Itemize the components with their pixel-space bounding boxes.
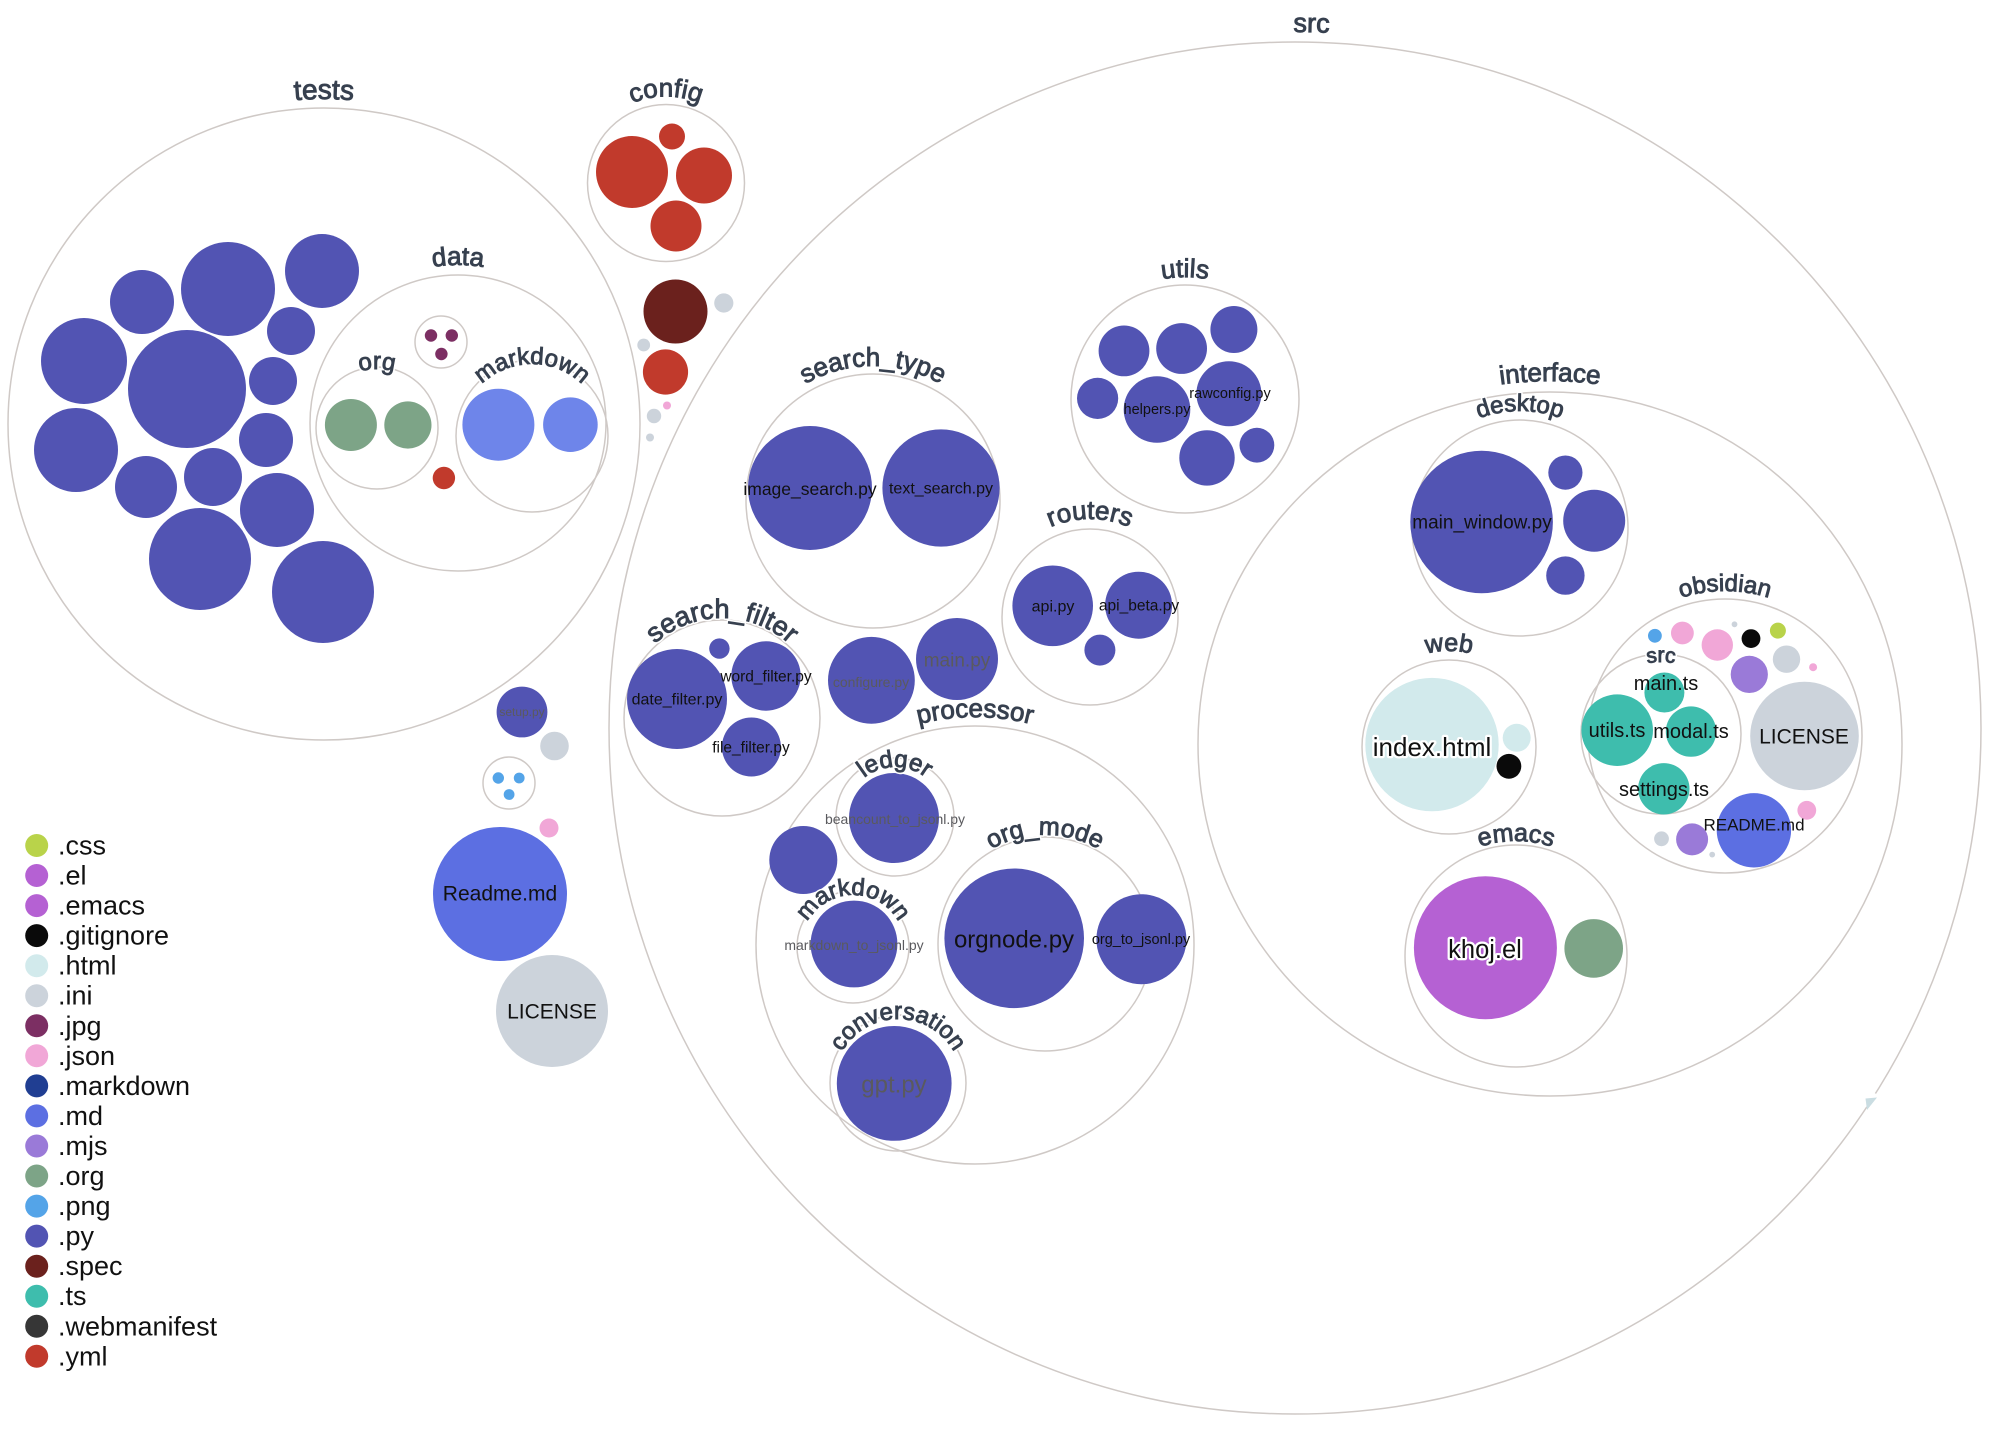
svg-text:api_beta.py: api_beta.py xyxy=(1099,598,1179,615)
svg-text:khoj.el: khoj.el xyxy=(1448,936,1522,964)
svg-text:org: org xyxy=(356,348,398,377)
svg-text:date_filter.py: date_filter.py xyxy=(632,692,723,709)
svg-text:word_filter.py: word_filter.py xyxy=(719,669,812,686)
svg-text:utils: utils xyxy=(1159,253,1211,285)
svg-text:.ts: .ts xyxy=(58,1281,87,1311)
svg-text:README.md: README.md xyxy=(1703,816,1804,835)
svg-text:.png: .png xyxy=(58,1191,111,1221)
svg-text:.spec: .spec xyxy=(58,1251,123,1281)
svg-text:data: data xyxy=(430,241,486,273)
svg-text:index.html: index.html xyxy=(1373,732,1492,762)
svg-text:modal.ts: modal.ts xyxy=(1653,721,1729,743)
svg-text:.markdown: .markdown xyxy=(58,1071,190,1101)
svg-text:LICENSE: LICENSE xyxy=(1759,726,1849,749)
svg-text:tests: tests xyxy=(293,74,356,106)
svg-text:.css: .css xyxy=(58,831,106,861)
svg-text:web: web xyxy=(1422,629,1475,660)
svg-text:.json: .json xyxy=(58,1041,115,1071)
svg-text:src: src xyxy=(1293,8,1330,39)
svg-text:main.ts: main.ts xyxy=(1634,673,1698,695)
svg-text:api.py: api.py xyxy=(1032,599,1075,616)
svg-text:.gitignore: .gitignore xyxy=(58,921,169,951)
svg-text:image_search.py: image_search.py xyxy=(743,479,877,500)
svg-text:.html: .html xyxy=(58,951,117,981)
svg-text:.el: .el xyxy=(58,861,87,891)
svg-text:org_to_jsonl.py: org_to_jsonl.py xyxy=(1092,932,1191,948)
svg-text:configure.py: configure.py xyxy=(833,674,909,690)
svg-text:Readme.md: Readme.md xyxy=(443,883,557,906)
svg-text:.md: .md xyxy=(58,1101,103,1131)
svg-text:LICENSE: LICENSE xyxy=(507,1001,597,1024)
svg-text:beancount_to_jsonl.py: beancount_to_jsonl.py xyxy=(825,811,965,827)
svg-text:settings.ts: settings.ts xyxy=(1619,779,1709,801)
svg-text:data: data xyxy=(430,241,486,273)
svg-text:.yml: .yml xyxy=(58,1341,108,1371)
svg-text:interface: interface xyxy=(1497,357,1602,390)
svg-text:src: src xyxy=(1645,644,1677,668)
svg-text:markdown_to_jsonl.py: markdown_to_jsonl.py xyxy=(784,937,923,953)
svg-text:org: org xyxy=(356,348,398,377)
svg-text:file_filter.py: file_filter.py xyxy=(712,740,790,757)
svg-text:utils.ts: utils.ts xyxy=(1589,720,1646,742)
svg-text:gpt.py: gpt.py xyxy=(861,1072,926,1099)
svg-text:orgnode.py: orgnode.py xyxy=(954,927,1074,954)
svg-text:rawconfig.py: rawconfig.py xyxy=(1189,386,1271,402)
svg-text:setup.py: setup.py xyxy=(499,705,544,719)
svg-text:.ini: .ini xyxy=(58,981,93,1011)
svg-text:helpers.py: helpers.py xyxy=(1124,402,1192,418)
svg-text:.webmanifest: .webmanifest xyxy=(58,1311,218,1341)
svg-text:text_search.py: text_search.py xyxy=(889,481,993,498)
svg-text:.mjs: .mjs xyxy=(58,1131,108,1161)
svg-text:web: web xyxy=(1422,629,1475,660)
svg-text:.py: .py xyxy=(58,1221,95,1251)
svg-text:utils: utils xyxy=(1159,253,1211,285)
svg-text:.jpg: .jpg xyxy=(58,1011,102,1041)
svg-text:main.py: main.py xyxy=(924,651,991,672)
svg-text:main_window.py: main_window.py xyxy=(1412,513,1552,534)
svg-text:.emacs: .emacs xyxy=(58,891,145,921)
svg-text:src: src xyxy=(1293,8,1330,39)
svg-text:.org: .org xyxy=(58,1161,105,1191)
svg-text:src: src xyxy=(1645,644,1677,668)
